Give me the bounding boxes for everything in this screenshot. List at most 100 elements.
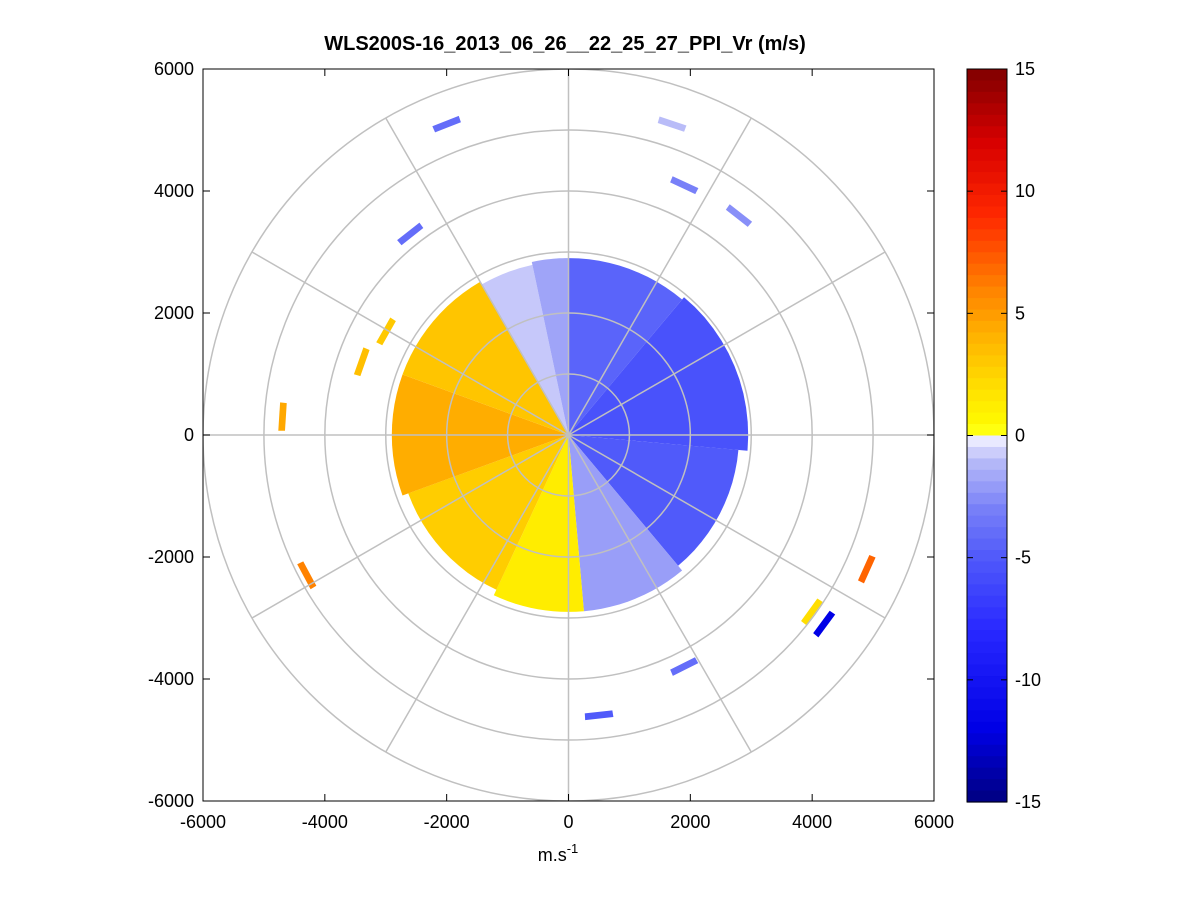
colorbar-band bbox=[967, 561, 1007, 574]
velocity-sector-2 bbox=[568, 435, 739, 566]
colorbar-band bbox=[967, 515, 1007, 528]
colorbar-band bbox=[967, 469, 1007, 482]
colorbar-band bbox=[967, 389, 1007, 402]
spoke-60 bbox=[568, 251, 886, 436]
colorbar-band bbox=[967, 698, 1007, 711]
y-tick-label: -4000 bbox=[148, 669, 194, 689]
colorbar-band bbox=[967, 206, 1007, 219]
outlier-gate-5 bbox=[278, 402, 287, 431]
colorbar-band bbox=[967, 641, 1007, 654]
spoke-150 bbox=[567, 434, 752, 753]
colorbar-tick-label: -10 bbox=[1015, 670, 1041, 690]
colorbar-band bbox=[967, 676, 1007, 689]
y-tick-label: 4000 bbox=[154, 181, 194, 201]
colorbar-band bbox=[967, 687, 1007, 700]
colorbar-tick-label: 10 bbox=[1015, 181, 1035, 201]
colorbar-band bbox=[967, 779, 1007, 792]
outlier-gate-13 bbox=[353, 347, 370, 377]
colorbar-band bbox=[967, 149, 1007, 162]
axis-ticks: -6000 -4000 -2000 0 2000 4000 6000 6000 4000 2000… bbox=[148, 59, 954, 832]
colorbar-band bbox=[967, 504, 1007, 517]
outlier-gate-2 bbox=[670, 176, 699, 195]
y-tick-label: 2000 bbox=[154, 303, 194, 323]
colorbar-band bbox=[967, 458, 1007, 471]
colorbar-band bbox=[967, 286, 1007, 299]
x-tick-label: -6000 bbox=[180, 812, 226, 832]
outlier-gate-12 bbox=[376, 317, 396, 346]
colorbar-band bbox=[967, 103, 1007, 116]
colorbar-band bbox=[967, 298, 1007, 311]
velocity-sector-3 bbox=[568, 435, 683, 612]
radial-velocity-field bbox=[278, 115, 876, 721]
colorbar-band bbox=[967, 435, 1007, 448]
outlier-gate-1 bbox=[657, 116, 687, 132]
colorbar-band bbox=[967, 412, 1007, 425]
velocity-sector-7 bbox=[402, 281, 569, 435]
colorbar-band bbox=[967, 446, 1007, 460]
colorbar-band bbox=[967, 343, 1007, 356]
colorbar-band bbox=[967, 630, 1007, 643]
polar-grid bbox=[203, 69, 934, 801]
outlier-gate-3 bbox=[725, 204, 753, 227]
colorbar: 15 10 5 0 -5 -10 -15 bbox=[966, 59, 1041, 812]
colorbar-band bbox=[967, 790, 1007, 803]
colorbar-band bbox=[967, 378, 1007, 391]
colorbar-band bbox=[967, 595, 1007, 608]
x-tick-label: 4000 bbox=[792, 812, 832, 832]
colorbar-band bbox=[967, 275, 1007, 288]
colorbar-band bbox=[967, 572, 1007, 585]
velocity-sector-5 bbox=[408, 435, 569, 590]
colorbar-band bbox=[967, 492, 1007, 505]
colorbar-tick-label: -5 bbox=[1015, 548, 1031, 568]
x-axis-label-base: m.s bbox=[538, 845, 567, 865]
y-tick-label: 6000 bbox=[154, 59, 194, 79]
spoke-210 bbox=[385, 434, 570, 753]
velocity-sector-1 bbox=[568, 297, 749, 451]
colorbar-band bbox=[967, 538, 1007, 551]
colorbar-band bbox=[967, 309, 1007, 322]
colorbar-tick-label: 0 bbox=[1015, 426, 1025, 446]
y-tick-label: -6000 bbox=[148, 791, 194, 811]
colorbar-band bbox=[967, 721, 1007, 734]
colorbar-band bbox=[967, 160, 1007, 173]
velocity-sector-0 bbox=[568, 258, 683, 435]
colorbar-band bbox=[967, 80, 1007, 93]
colorbar-band bbox=[967, 252, 1007, 265]
x-tick-label: 2000 bbox=[670, 812, 710, 832]
outlier-gate-8 bbox=[801, 598, 823, 626]
outlier-gate-7 bbox=[857, 555, 876, 584]
colorbar-band bbox=[967, 355, 1007, 368]
colorbar-tick-label: 15 bbox=[1015, 59, 1035, 79]
spoke-240 bbox=[251, 434, 569, 619]
colorbar-tick-label: 5 bbox=[1015, 303, 1025, 323]
outlier-gate-9 bbox=[813, 610, 836, 638]
colorbar-band bbox=[967, 664, 1007, 677]
colorbar-band bbox=[967, 91, 1007, 104]
x-tick-label: 6000 bbox=[914, 812, 954, 832]
colorbar-band bbox=[967, 366, 1007, 379]
colorbar-band bbox=[967, 229, 1007, 242]
spoke-30 bbox=[567, 117, 752, 436]
colorbar-band bbox=[967, 126, 1007, 139]
colorbar-band bbox=[967, 481, 1007, 494]
colorbar-band bbox=[967, 263, 1007, 276]
colorbar-band bbox=[967, 320, 1007, 334]
colorbar-band bbox=[967, 172, 1007, 185]
velocity-sector-4 bbox=[493, 435, 584, 612]
chart-title: WLS200S-16_2013_06_26__22_25_27_PPI_Vr (… bbox=[324, 33, 805, 55]
velocity-sector-8 bbox=[481, 264, 569, 435]
outlier-gate-0 bbox=[432, 115, 461, 133]
outlier-gate-4 bbox=[397, 222, 424, 246]
colorbar-band bbox=[967, 240, 1007, 253]
colorbar-band bbox=[967, 424, 1007, 437]
colorbar-bands bbox=[967, 69, 1007, 803]
colorbar-band bbox=[967, 69, 1007, 82]
x-axis-label-superscript: -1 bbox=[567, 841, 579, 856]
colorbar-band bbox=[967, 137, 1007, 150]
x-tick-label: -4000 bbox=[302, 812, 348, 832]
x-tick-label: -2000 bbox=[424, 812, 470, 832]
colorbar-band bbox=[967, 733, 1007, 746]
colorbar-ticks: 15 10 5 0 -5 -10 -15 bbox=[967, 59, 1041, 812]
colorbar-band bbox=[967, 756, 1007, 769]
